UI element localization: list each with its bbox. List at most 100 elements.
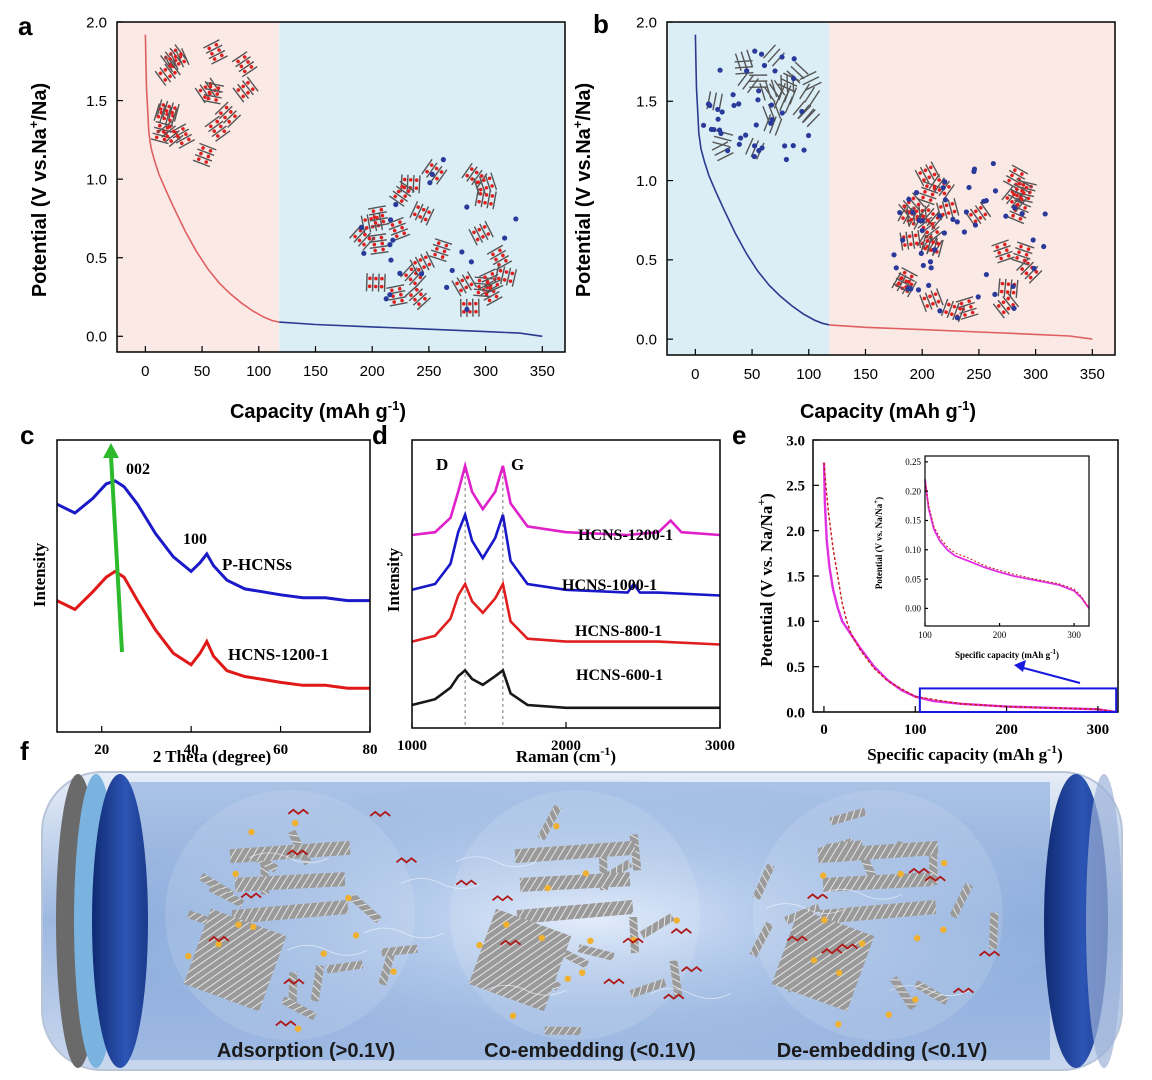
sodium-ion [1011,290,1016,295]
sodium-ion [1028,275,1033,280]
sodium-ion-blue [932,247,938,253]
sodium-ion [490,194,495,198]
graphene-layer [997,256,1015,264]
sodium-ion [423,255,428,260]
sodium-ion [372,242,377,247]
graphene-layer [1009,210,1027,219]
graphene-layer [1020,261,1034,276]
graphene-layer [371,273,374,292]
graphene-layer [953,197,960,216]
graphene-layer [241,80,254,96]
x-tick-label: 300 [473,363,498,380]
sodium-ion [1003,242,1007,247]
sodium-ion [477,284,481,289]
sodium-ion [1000,281,1005,286]
series-line [56,479,370,603]
graphene-layer [416,297,432,311]
sodium-ion [937,188,942,192]
sodium-ion-blue [1041,243,1047,250]
graphene-layer [199,142,217,151]
sodium-ion [1020,172,1024,176]
sodium-ion [403,194,408,198]
sodium-ion [219,111,223,115]
graphene-layer [429,255,447,263]
graphene-flake [914,161,941,187]
graphene-layer [211,125,227,138]
sodium-ion [379,284,384,289]
graphene-layer [395,185,412,198]
sodium-ion-blue [718,130,724,137]
sodium-ion-blue [1019,211,1025,217]
sodium-ion [379,207,384,212]
electrolyte-streak [485,984,567,996]
graphene-layer [1006,292,1020,308]
sodium-ion-blue [919,227,925,234]
sodium-ion [923,246,928,251]
x-tick-label: 2000 [551,738,581,754]
sodium-ion [1024,271,1029,276]
graphene-layer [806,113,821,128]
sodium-ion [673,917,680,924]
graphene-layer [399,180,415,193]
sodium-ion [944,203,949,208]
sodium-ion [922,296,927,301]
sodium-ion [224,105,229,110]
graphene-layer [1008,169,1026,180]
electrolyte-streak [287,944,368,956]
sodium-ion [922,178,926,182]
sodium-ion-blue [1030,237,1036,243]
sodium-ion-blue [983,271,989,278]
solvent-molecule [395,857,418,864]
graphene-flake [451,271,478,297]
sodium-ion-blue [502,235,508,241]
graphene-layer [713,135,732,142]
sodium-ion-blue [717,67,723,73]
sodium-ion [1005,290,1010,294]
sodium-ion [494,294,499,299]
sodium-ion [246,60,250,64]
sodium-ion-blue [761,62,768,69]
graphene-layer [906,207,910,226]
sodium-ion [242,55,247,59]
graphene-layer [425,208,435,226]
solvent-molecule [978,950,1001,957]
graphene-layer [150,138,169,145]
sodium-ion [927,175,932,180]
x-tick-label: 200 [993,630,1007,640]
sodium-ion [162,137,167,142]
x-tick-label: 300 [1067,630,1081,640]
graphene-layer [930,290,939,308]
sodium-ion [397,286,402,291]
sodium-ion [974,209,978,214]
sodium-ion-blue [736,141,742,147]
graphene-layer [353,228,367,243]
graphene-sheet [381,944,418,957]
graphene-layer [762,105,771,124]
sodium-ion-blue [388,257,394,263]
sodium-ion [246,90,250,95]
region-shading [117,22,280,352]
sodium-ion-blue [756,148,762,154]
sodium-ion [930,222,935,226]
sodium-ion [1006,254,1011,258]
sodium-ion-blue [752,48,758,54]
sodium-ion [402,231,407,236]
sodium-ion-blue [387,242,393,248]
sodium-ion [1015,256,1019,260]
graphene-layer [466,271,478,288]
axes-frame [666,21,1116,356]
solvent-molecule [492,895,514,902]
sodium-ion [381,219,386,224]
sodium-ion [215,92,220,96]
sodium-ion [475,237,480,242]
graphene-flake [214,101,242,128]
graphene-layer [917,198,935,206]
panel-d-y-label: Intensity [384,547,403,612]
graphene-sheet-large [231,899,349,925]
graphene-flake [365,273,386,292]
graphene-layer [1016,178,1033,188]
sodium-ion [484,193,489,197]
graphene-flake [389,180,415,207]
sodium-ion [944,310,948,314]
